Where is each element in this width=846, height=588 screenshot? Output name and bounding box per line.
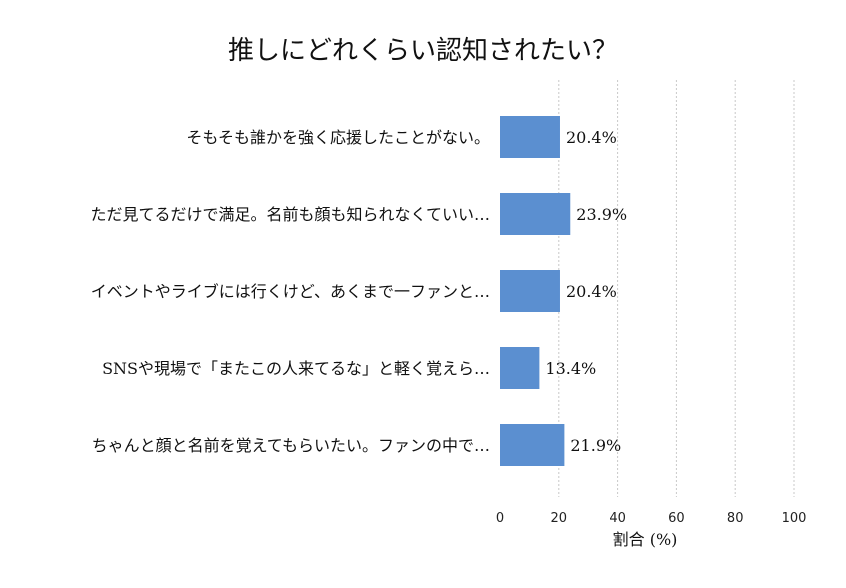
bar (500, 193, 571, 235)
x-tick-label: 60 (668, 511, 685, 526)
category-label: イベントやライブには行くけど、あくまで一ファンと… (91, 282, 490, 301)
x-tick-label: 80 (727, 511, 744, 526)
bar (500, 424, 565, 466)
category-label: ちゃんと顔と名前を覚えてもらいたい。ファンの中で… (92, 436, 490, 455)
x-tick-label: 20 (551, 511, 568, 526)
bar (500, 270, 560, 312)
bar-value-label: 21.9% (570, 436, 621, 455)
chart-title: 推しにどれくらい認知されたい？ (227, 36, 618, 66)
category-label: ただ見てるだけで満足。名前も顔も知られなくていい… (90, 205, 490, 224)
x-tick-label: 100 (782, 511, 807, 526)
bar-value-label: 13.4% (545, 359, 596, 378)
bar (500, 347, 540, 389)
bar-value-label: 23.9% (576, 205, 627, 224)
category-label: そもそも誰かを強く応援したことがない。 (186, 128, 490, 147)
x-tick-label: 0 (496, 511, 504, 526)
bar (500, 116, 560, 158)
x-tick-label: 40 (609, 511, 626, 526)
bar-value-label: 20.4% (566, 282, 617, 301)
bar-value-label: 20.4% (566, 128, 617, 147)
category-label: SNSや現場で「またこの人来てるな」と軽く覚えら… (102, 359, 490, 378)
x-axis-label: 割合 (%) (613, 530, 678, 549)
